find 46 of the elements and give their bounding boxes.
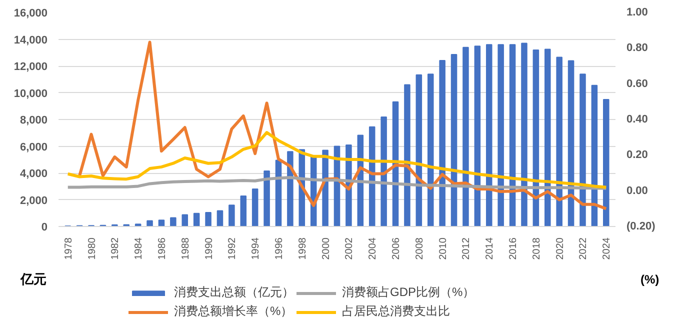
x-tick-label: 1998 — [297, 237, 308, 260]
legend-label: 消费总额增长率（%） — [174, 303, 293, 320]
y2-tick-label: 0.60 — [626, 78, 648, 90]
y-tick-label: 4,000 — [20, 168, 48, 180]
x-tick-label: 1990 — [204, 237, 215, 260]
y-tick-label: 16,000 — [14, 8, 48, 20]
x-tick-label: 1984 — [134, 237, 145, 260]
y-tick-label: 10,000 — [14, 88, 48, 100]
x-tick-label: 1994 — [250, 237, 262, 260]
y2-tick-label: 0.80 — [626, 42, 648, 54]
x-tick-label: 2008 — [414, 237, 426, 260]
y2-axis-title: (%) — [640, 272, 660, 286]
legend-label: 占居民总消费支出比 — [342, 303, 450, 320]
x-tick-label: 1978 — [63, 237, 74, 260]
x-tick-label: 1980 — [86, 237, 98, 260]
x-tick-label: 2022 — [578, 237, 590, 260]
x-tick-label: 1986 — [156, 237, 168, 260]
y-axis-title: 亿元 — [20, 272, 46, 286]
x-tick-label: 2012 — [461, 237, 472, 260]
y2-tick-label: 0.40 — [626, 114, 648, 126]
y-tick-label: 8,000 — [20, 114, 48, 126]
x-tick-label: 1992 — [227, 237, 238, 260]
x-tick-label: 2016 — [508, 237, 520, 260]
x-tick-label: 2018 — [531, 237, 542, 260]
y2-tick-label: 0.00 — [626, 184, 648, 197]
legend-label: 消费额占GDP比例（%） — [342, 284, 475, 301]
x-tick-label: 2020 — [554, 237, 566, 260]
x-tick-label: 1996 — [274, 237, 285, 260]
x-tick-label: 2014 — [484, 237, 496, 260]
x-tick-label: 1988 — [180, 237, 192, 260]
y-tick-label: 2,000 — [20, 194, 48, 207]
x-tick-label: 2024 — [602, 237, 613, 260]
y2-tick-label: 0.20 — [626, 149, 648, 162]
x-tick-label: 2004 — [368, 237, 379, 260]
x-tick-label: 2006 — [391, 237, 402, 260]
x-tick-label: 1982 — [110, 237, 122, 260]
y-tick-label: 12,000 — [14, 61, 48, 73]
x-tick-label: 2002 — [344, 237, 356, 260]
legend-label: 消费支出总额（亿元） — [174, 284, 294, 301]
y2-tick-label: (0.20) — [626, 220, 656, 232]
x-tick-label: 2010 — [438, 237, 449, 260]
x-tick-label: 2000 — [320, 237, 332, 260]
y-tick-label: 14,000 — [14, 34, 48, 46]
y2-tick-label: 1.00 — [626, 6, 648, 18]
y-tick-label: 0 — [41, 222, 48, 234]
y-tick-label: 6,000 — [20, 141, 48, 154]
